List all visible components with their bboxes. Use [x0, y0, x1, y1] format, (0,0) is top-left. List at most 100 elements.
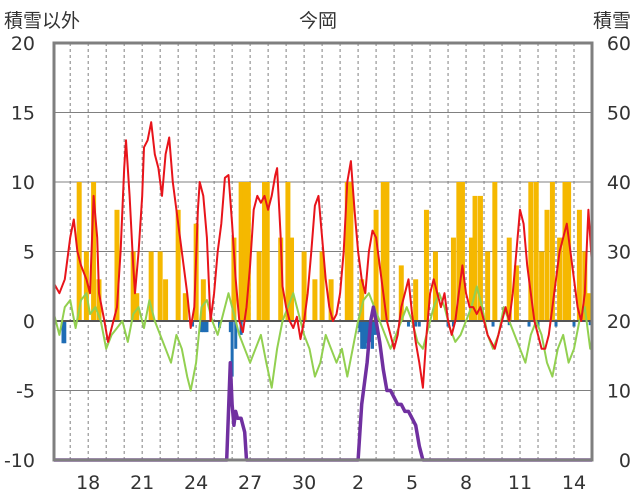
left-tick-label: 10	[11, 172, 35, 194]
sunshine-bar	[472, 195, 478, 321]
sunshine-bar	[492, 182, 498, 321]
x-tick-label: 11	[508, 472, 532, 494]
sunshine-bar	[413, 279, 419, 321]
sunshine-bar	[163, 279, 169, 321]
sunshine-bar	[114, 209, 120, 321]
sunshine-bar	[398, 265, 404, 321]
x-tick-label: 21	[130, 472, 154, 494]
left-tick-label: 20	[11, 33, 35, 55]
sunshine-bar	[182, 293, 188, 321]
sunshine-bar	[134, 293, 140, 321]
precipitation-bar	[228, 321, 232, 333]
precipitation-bar	[230, 321, 234, 377]
sunshine-bar	[301, 251, 307, 321]
precipitation-bar	[203, 321, 207, 333]
sunshine-bar	[328, 279, 334, 321]
precipitation-bar	[234, 321, 238, 349]
left-tick-label: 5	[23, 242, 35, 264]
right-tick-label: 30	[607, 242, 631, 264]
precipitation-bar	[361, 321, 365, 349]
x-tick-label: 30	[292, 472, 316, 494]
sunshine-bar	[96, 279, 102, 321]
sunshine-bar	[566, 182, 572, 321]
sunshine-bar	[312, 279, 318, 321]
sunshine-bar	[83, 251, 89, 321]
line-series	[53, 121, 593, 462]
left-tick-label: -10	[4, 450, 35, 472]
precipitation-bar	[363, 321, 367, 349]
sunshine-bar	[256, 251, 262, 321]
sunshine-bar	[157, 251, 163, 321]
sunshine-bar	[359, 279, 365, 321]
sunshine-bar	[528, 182, 534, 321]
right-tick-label: 50	[607, 103, 631, 125]
precipitation-bar	[370, 321, 374, 349]
x-tick-label: 27	[238, 472, 262, 494]
right-axis-label: 積雪	[593, 10, 631, 32]
right-tick-label: 40	[607, 172, 631, 194]
x-tick-label: 14	[562, 472, 586, 494]
sunshine-bar	[289, 237, 295, 321]
sunshine-bar	[585, 293, 591, 321]
sunshine-bar	[231, 237, 237, 321]
sunshine-bar	[456, 182, 462, 321]
sunshine-bar	[576, 209, 582, 321]
precipitation-bar	[63, 321, 67, 344]
sunshine-bar	[175, 209, 181, 321]
x-tick-label: 24	[184, 472, 208, 494]
sunshine-bar	[513, 265, 519, 321]
sunshine-bar	[348, 182, 354, 321]
precipitation-bar	[491, 321, 495, 327]
sunshine-bar	[533, 182, 539, 321]
sunshine-bar	[459, 182, 465, 321]
precipitation-bar	[406, 321, 410, 327]
precipitation-bar	[373, 321, 377, 335]
precipitation-bar	[417, 321, 421, 327]
sunshine-bar	[506, 237, 512, 321]
sunshine-bar	[278, 237, 284, 321]
sunshine-bar	[238, 182, 244, 321]
x-tick-label: 18	[76, 472, 100, 494]
precipitation-bar	[451, 321, 455, 327]
sunshine-bar	[477, 195, 483, 321]
sunshine-bar	[344, 182, 350, 321]
chart-title: 今岡	[299, 10, 337, 32]
precipitation-bar	[61, 321, 65, 344]
sunshine-bar	[423, 209, 429, 321]
sunshine-bar	[264, 182, 270, 321]
snow_depth-line	[54, 305, 592, 462]
sunshine-bar	[557, 237, 563, 321]
sunshine-bar	[319, 251, 325, 321]
precipitation-bar	[414, 321, 418, 327]
left-tick-label: 15	[11, 103, 35, 125]
left-tick-label: 0	[23, 311, 35, 333]
precipitation-bar	[205, 321, 209, 333]
sunshine-bar	[384, 182, 390, 321]
sunshine-bar	[562, 182, 568, 321]
precipitation-bar	[527, 321, 531, 327]
temperature-line	[53, 121, 593, 389]
sunshine-bar	[91, 182, 97, 321]
right-tick-label: 10	[607, 381, 631, 403]
precipitation-bar	[200, 321, 204, 333]
sunshine-bar	[76, 182, 82, 321]
precipitation-bar	[360, 321, 364, 349]
sunshine-bar	[468, 237, 474, 321]
sunshine-bar	[245, 182, 251, 321]
x-tick-label: 5	[406, 472, 418, 494]
precipitation-bar	[191, 321, 195, 327]
precipitation-bar	[554, 321, 558, 327]
sunshine-bar	[380, 182, 386, 321]
x-tick-label: 8	[460, 472, 472, 494]
sunshine-bar	[285, 182, 291, 321]
sunshine-bar	[539, 251, 545, 321]
left-axis-label: 積雪以外	[4, 10, 80, 32]
left-tick-label: -5	[16, 381, 35, 403]
right-tick-label: 0	[619, 450, 631, 472]
sunshine-bar	[242, 182, 248, 321]
sunshine-bar	[549, 182, 555, 321]
sunshine-bar	[200, 279, 206, 321]
sunshine-bar	[262, 182, 268, 321]
precipitation-bar	[572, 321, 576, 327]
